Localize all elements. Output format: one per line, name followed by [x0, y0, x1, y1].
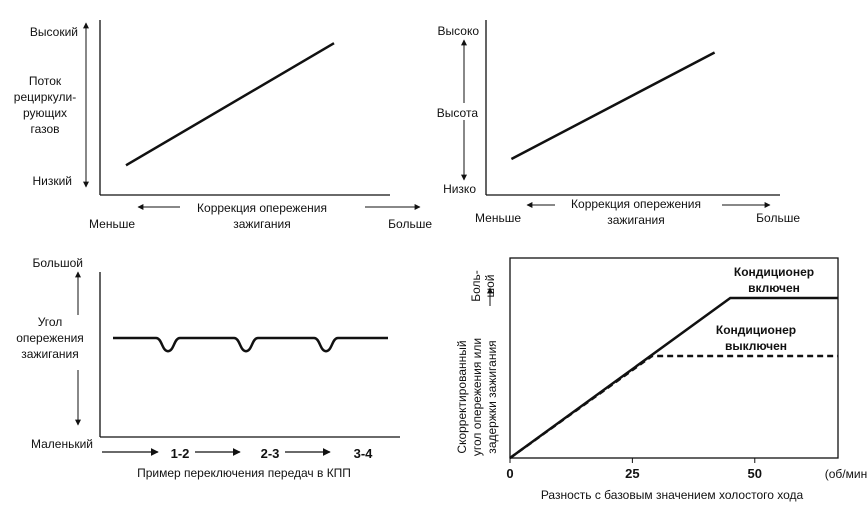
- series-label-line: Кондиционер: [734, 265, 814, 279]
- y-axis-label-line: рециркули-: [14, 90, 76, 104]
- y-high-label: Большой: [32, 256, 83, 270]
- y-low-label: Маленький: [31, 437, 93, 451]
- x-tick-label: 0: [506, 466, 513, 481]
- x-axis-label: Пример переключения передач в КПП: [137, 466, 351, 480]
- y-axis-label-line: Поток: [29, 74, 62, 88]
- y-axis-label-line: задержки зажигания: [485, 340, 499, 453]
- series-label-line: включен: [748, 281, 800, 295]
- y-axis-label-line: опережения: [16, 331, 84, 345]
- y-axis-label-line: зажигания: [21, 347, 79, 361]
- shift-tick-label: 2-3: [261, 446, 280, 461]
- y-axis-label-line: рующих: [23, 106, 67, 120]
- chart-ignition-angle: Большой Угол опережения зажигания Малень…: [16, 256, 400, 480]
- shift-tick-label: 1-2: [171, 446, 190, 461]
- series-line-solid: [509, 296, 838, 460]
- y-high-label-line: Боль-: [469, 270, 483, 302]
- series-line: [125, 42, 335, 167]
- y-high-label: Высоко: [438, 24, 480, 38]
- series-line-dashed: [509, 354, 838, 460]
- y-axis-label-line: угол опережения или: [470, 338, 484, 456]
- x-axis-label-line: зажигания: [233, 217, 291, 231]
- plot-frame: [509, 257, 839, 459]
- shift-tick-label: 3-4: [354, 446, 374, 461]
- y-low-label: Низко: [443, 182, 476, 196]
- x-left-label: Меньше: [89, 217, 135, 231]
- x-axis-label-line: зажигания: [607, 213, 665, 227]
- plot-area: [125, 42, 335, 167]
- y-high-label: Высокий: [30, 25, 78, 39]
- chart-egr-flow: Высокий Поток рециркули- рующих газов Ни…: [14, 20, 432, 231]
- series-label-line: Кондиционер: [716, 323, 796, 337]
- chart-height: Высоко Высота Низко Меньше Коррекция опе…: [437, 20, 800, 227]
- y-low-label: Низкий: [32, 174, 72, 188]
- plot-area: 0 25 50: [506, 296, 838, 481]
- x-right-label: Больше: [388, 217, 432, 231]
- y-axis-label-line: Скорректированный: [455, 340, 469, 453]
- x-left-label: Меньше: [475, 211, 521, 225]
- x-axis-label: Разность с базовым значением холостого х…: [541, 488, 804, 502]
- series-label-line: выключен: [725, 339, 787, 353]
- x-axis-label-line: Коррекция опережения: [571, 197, 701, 211]
- plot-area: [113, 336, 388, 353]
- y-axis-label-line: газов: [30, 122, 59, 136]
- x-unit-label: (об/мин): [825, 467, 867, 481]
- y-high-label-line: шой: [483, 274, 497, 297]
- x-tick-label: 50: [748, 466, 762, 481]
- x-axis-label-line: Коррекция опережения: [197, 201, 327, 215]
- x-right-label: Больше: [756, 211, 800, 225]
- series-line: [510, 51, 716, 161]
- plot-area: [510, 51, 716, 161]
- chart-idle-correction: 0 25 50 Боль- шой Скорректированный угол о…: [455, 257, 867, 502]
- series-line: [113, 336, 388, 353]
- y-axis-label-line: Угол: [38, 315, 63, 329]
- x-tick-label: 25: [625, 466, 639, 481]
- y-mid-label: Высота: [437, 106, 479, 120]
